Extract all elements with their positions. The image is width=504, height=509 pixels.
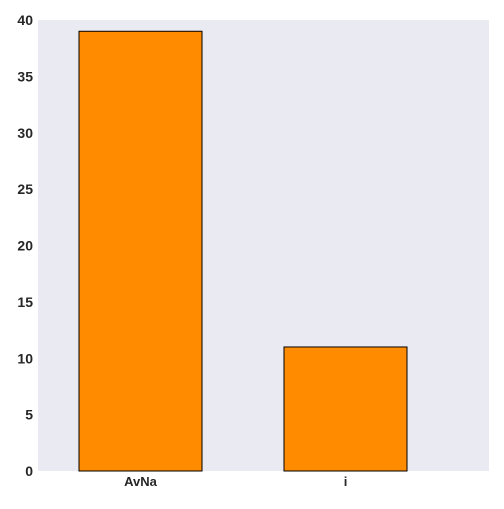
y-tick-label: 25: [17, 181, 33, 197]
y-tick-label: 10: [17, 350, 33, 366]
y-tick-label: 5: [25, 407, 33, 423]
x-tick-label: i: [344, 474, 348, 489]
x-axis: AvNa i: [124, 474, 347, 489]
bar-AvNa: [78, 30, 203, 472]
y-tick-label: 20: [17, 238, 33, 254]
y-tick-label: 35: [17, 68, 33, 84]
x-tick-label: AvNa: [124, 474, 158, 489]
bars-group: [78, 30, 408, 472]
y-tick-label: 40: [17, 12, 33, 28]
y-axis: 0 5 10 15 20 25 30 35 40: [17, 12, 33, 479]
y-tick-label: 30: [17, 125, 33, 141]
y-tick-label: 15: [17, 294, 33, 310]
y-tick-label: 0: [25, 463, 33, 479]
bar-i: [283, 346, 408, 472]
